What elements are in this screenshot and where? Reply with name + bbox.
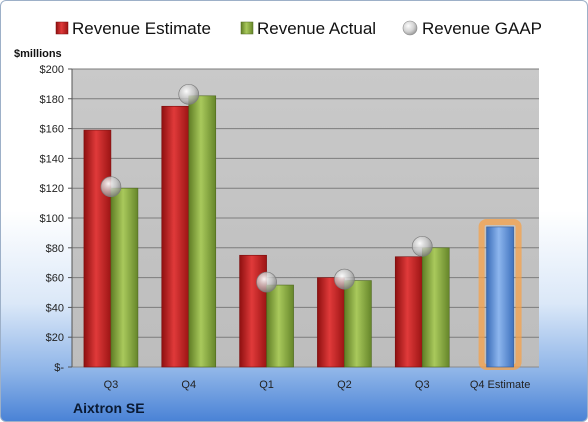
company-name: Aixtron SE [73,400,145,416]
legend-label-revenue-actual: Revenue Actual [257,19,376,38]
y-tick-label: $40 [46,302,64,314]
y-tick-label: $100 [40,213,64,225]
x-axis-labels: Q3 Q4 Q1 Q2 Q3 Q4 Estimate [104,379,531,391]
bar-q4-estimate [486,226,514,368]
y-tick-label: $140 [40,153,64,165]
y-tick-label: $120 [40,183,64,195]
bar-revenue-estimate [317,277,345,368]
bar-revenue-estimate [394,256,423,368]
legend-item-revenue-actual[interactable]: Revenue Actual [240,19,376,38]
bars [83,95,522,370]
legend: Revenue Estimate Revenue Actual Revenue … [55,19,542,38]
marker-revenue-gaap [100,176,122,198]
x-tick-label: Q4 Estimate [470,379,531,391]
y-tick-label: $80 [46,243,64,255]
legend-swatch-revenue-estimate [55,21,69,35]
gridlines [68,68,539,368]
bar-revenue-actual [110,187,139,368]
bar-revenue-estimate [83,129,112,368]
legend-item-revenue-gaap[interactable]: Revenue GAAP [402,19,542,38]
y-tick-label: $- [54,362,64,374]
marker-revenue-gaap [178,83,200,105]
marker-revenue-gaap [256,271,277,293]
legend-label-revenue-estimate: Revenue Estimate [72,19,211,38]
bar-revenue-actual [188,95,217,368]
legend-label-revenue-gaap: Revenue GAAP [422,19,542,38]
legend-item-revenue-estimate[interactable]: Revenue Estimate [55,19,211,38]
marker-revenue-gaap [411,235,433,257]
x-tick-label: Q1 [259,379,274,391]
bar-revenue-actual [421,247,450,368]
legend-marker-revenue-gaap [402,20,418,36]
y-tick-label: $180 [40,94,64,106]
bar-revenue-estimate [161,105,190,368]
gaap-markers [100,83,433,293]
y-tick-label: $200 [40,64,64,76]
y-axis-ticks: $- $20 $40 $60 $80 $100 $120 $140 $160 $180 $200 [40,64,65,374]
x-tick-label: Q3 [104,379,119,391]
bar-revenue-actual [344,280,372,368]
marker-revenue-gaap [334,268,355,290]
x-tick-label: Q3 [415,379,430,391]
y-tick-label: $60 [46,273,64,285]
legend-swatch-revenue-actual [240,21,254,35]
y-axis-unit-label: $millions [14,48,62,60]
y-tick-label: $20 [46,332,64,344]
x-tick-label: Q4 [181,379,196,391]
bar-revenue-actual [266,284,294,368]
x-tick-label: Q2 [337,379,352,391]
y-tick-label: $160 [40,124,64,136]
bar-revenue-estimate [239,254,267,368]
